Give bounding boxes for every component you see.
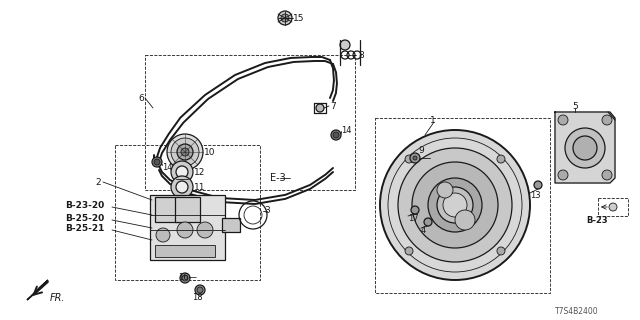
Circle shape <box>176 166 188 178</box>
Circle shape <box>197 222 213 238</box>
Circle shape <box>171 161 193 183</box>
Circle shape <box>167 134 203 170</box>
Bar <box>222 218 240 232</box>
Circle shape <box>424 218 432 226</box>
Text: B-23-20: B-23-20 <box>65 201 104 210</box>
Circle shape <box>405 247 413 255</box>
Text: 8: 8 <box>358 51 364 60</box>
Bar <box>175 197 200 222</box>
Circle shape <box>380 130 530 280</box>
Bar <box>155 245 215 257</box>
Circle shape <box>412 162 498 248</box>
Circle shape <box>180 273 190 283</box>
Circle shape <box>398 148 512 262</box>
Text: E-3: E-3 <box>270 173 285 183</box>
Circle shape <box>154 159 160 165</box>
Bar <box>155 197 185 222</box>
Polygon shape <box>27 280 48 300</box>
Circle shape <box>558 170 568 180</box>
Circle shape <box>565 128 605 168</box>
Text: 15: 15 <box>293 13 305 22</box>
Text: 11: 11 <box>194 182 205 191</box>
Text: B-25-21: B-25-21 <box>65 223 104 233</box>
Circle shape <box>281 14 289 22</box>
Circle shape <box>602 170 612 180</box>
Text: T7S4B2400: T7S4B2400 <box>555 308 598 316</box>
Text: 13: 13 <box>530 190 541 199</box>
Circle shape <box>316 104 324 112</box>
Circle shape <box>171 138 199 166</box>
Text: 7: 7 <box>330 101 336 110</box>
Circle shape <box>602 115 612 125</box>
Circle shape <box>410 153 420 163</box>
Text: 9: 9 <box>418 146 424 155</box>
Circle shape <box>497 247 505 255</box>
Text: 2: 2 <box>95 178 100 187</box>
Circle shape <box>455 210 475 230</box>
Text: 10: 10 <box>204 148 216 156</box>
Circle shape <box>534 181 542 189</box>
Circle shape <box>428 178 482 232</box>
Text: 5: 5 <box>572 101 578 110</box>
Text: 3: 3 <box>264 205 269 214</box>
Circle shape <box>573 136 597 160</box>
Circle shape <box>405 155 413 163</box>
Circle shape <box>177 222 193 238</box>
Circle shape <box>176 181 188 193</box>
Circle shape <box>278 11 292 25</box>
Text: 14: 14 <box>341 125 351 134</box>
Circle shape <box>340 40 350 50</box>
Circle shape <box>609 203 617 211</box>
Circle shape <box>197 287 203 293</box>
Circle shape <box>558 115 568 125</box>
Circle shape <box>195 285 205 295</box>
Bar <box>150 195 225 260</box>
Polygon shape <box>555 112 615 183</box>
Circle shape <box>443 193 467 217</box>
Circle shape <box>156 228 170 242</box>
Bar <box>598 198 628 216</box>
Circle shape <box>152 157 162 167</box>
Circle shape <box>437 182 453 198</box>
Text: 14: 14 <box>162 163 173 172</box>
Text: B-25-20: B-25-20 <box>65 213 104 222</box>
Text: 1: 1 <box>430 116 436 124</box>
Bar <box>375 118 550 293</box>
Text: 6: 6 <box>138 93 144 102</box>
Circle shape <box>333 132 339 138</box>
Circle shape <box>181 148 189 156</box>
Bar <box>145 55 355 190</box>
Circle shape <box>411 206 419 214</box>
Text: 12: 12 <box>194 167 205 177</box>
Text: 16—: 16— <box>178 274 197 283</box>
Circle shape <box>413 156 417 160</box>
Circle shape <box>182 275 188 281</box>
Text: 17: 17 <box>408 213 419 222</box>
Circle shape <box>497 155 505 163</box>
Circle shape <box>331 130 341 140</box>
Text: FR.: FR. <box>50 293 65 303</box>
Text: 18: 18 <box>192 293 202 302</box>
Circle shape <box>177 144 193 160</box>
Text: 4: 4 <box>421 226 426 235</box>
Circle shape <box>437 187 473 223</box>
Circle shape <box>171 176 193 198</box>
Bar <box>115 145 260 280</box>
Text: B-23: B-23 <box>586 215 608 225</box>
